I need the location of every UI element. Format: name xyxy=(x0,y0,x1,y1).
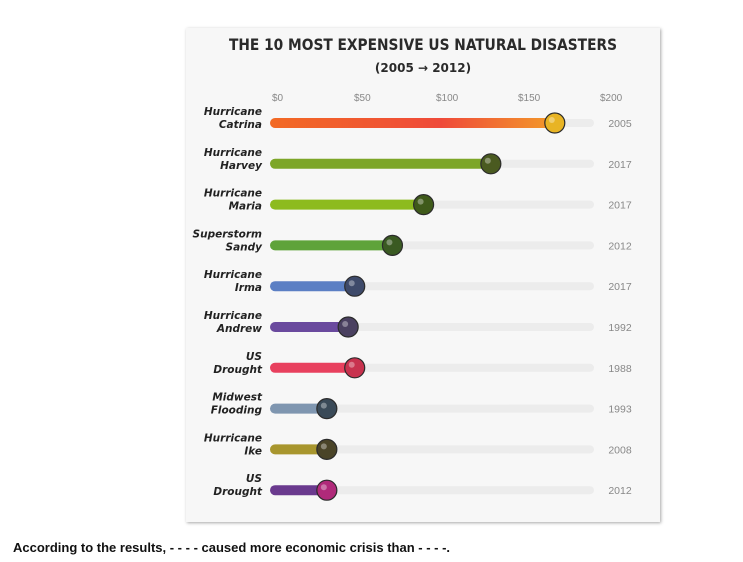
bar-end-dot-highlight xyxy=(320,402,327,409)
x-tick-label: $50 xyxy=(354,93,371,104)
x-tick-label: $150 xyxy=(518,93,541,104)
question-text: According to the results, - - - - caused… xyxy=(13,540,451,555)
category-label-line1: Hurricane xyxy=(204,147,262,159)
category-label-line2: Drought xyxy=(213,486,263,498)
year-label: 2017 xyxy=(608,281,632,293)
bar xyxy=(270,322,349,332)
bar-end-dot xyxy=(316,398,338,420)
bar xyxy=(270,403,327,414)
category-label-line1: Superstorm xyxy=(193,228,263,240)
chart: THE 10 MOST EXPENSIVE US NATURAL DISASTE… xyxy=(193,35,632,501)
category-label-line1: Hurricane xyxy=(204,269,262,281)
category-label-line2: Drought xyxy=(213,364,263,376)
year-label: 1992 xyxy=(608,322,632,334)
bar-track xyxy=(276,445,594,454)
chart-title: THE 10 MOST EXPENSIVE US NATURAL DISASTE… xyxy=(229,35,617,54)
year-label: 2012 xyxy=(608,485,632,497)
bar xyxy=(270,240,393,251)
bar-end-dot-highlight xyxy=(548,117,555,123)
category-label-line1: Hurricane xyxy=(204,106,262,118)
category-label-line1: Hurricane xyxy=(204,432,262,444)
category-label-line2: Ike xyxy=(244,445,262,457)
category-label-line1: US xyxy=(246,473,262,485)
x-tick-label: $100 xyxy=(436,93,459,104)
bar-end-dot xyxy=(480,153,502,175)
bar-end-dot-highlight xyxy=(342,321,349,327)
bar-end-dot-highlight xyxy=(320,484,327,491)
bar-end-dot xyxy=(316,479,338,501)
category-label-line2: Flooding xyxy=(211,405,263,417)
bar-track xyxy=(276,486,594,495)
bar xyxy=(270,158,491,169)
category-label-line1: Hurricane xyxy=(204,310,262,322)
bar-end-dot-highlight xyxy=(348,361,355,368)
bar-end-dot xyxy=(544,112,566,134)
bar-end-dot-highlight xyxy=(386,239,393,246)
bar xyxy=(270,281,355,292)
bar xyxy=(270,485,327,496)
x-tick-label: $200 xyxy=(600,93,623,104)
bar-end-dot xyxy=(337,316,359,338)
year-label: 2005 xyxy=(608,118,632,130)
bar-end-dot xyxy=(381,234,404,256)
year-label: 2012 xyxy=(608,240,632,252)
bar-end-dot-highlight xyxy=(417,198,424,205)
chart-card: THE 10 MOST EXPENSIVE US NATURAL DISASTE… xyxy=(186,28,660,522)
year-label: 2017 xyxy=(608,200,632,212)
year-label: 2017 xyxy=(608,159,632,171)
bar-end-dot-highlight xyxy=(348,280,355,287)
year-label: 1993 xyxy=(608,404,632,416)
category-label-line2: Catrina xyxy=(219,119,262,131)
bar-end-dot xyxy=(344,357,366,379)
bar xyxy=(270,199,424,210)
category-label-line1: US xyxy=(246,351,262,363)
year-label: 2008 xyxy=(608,444,632,456)
category-label-line2: Andrew xyxy=(216,323,262,335)
category-label-line1: Midwest xyxy=(212,392,263,404)
category-label-line2: Sandy xyxy=(226,241,264,253)
bar xyxy=(270,362,355,373)
year-label: 1988 xyxy=(608,363,632,375)
category-label-line2: Maria xyxy=(229,201,262,213)
bar-end-dot xyxy=(413,194,435,216)
bar-end-dot xyxy=(344,275,366,297)
x-tick-label: $0 xyxy=(272,93,284,104)
bar xyxy=(270,444,327,455)
chart-subtitle: (2005 → 2012) xyxy=(375,61,471,75)
bar-end-dot-highlight xyxy=(484,157,491,164)
bar-end-dot xyxy=(316,438,338,460)
bar-track xyxy=(276,404,594,413)
category-label-line2: Harvey xyxy=(220,160,263,172)
category-label-line1: Hurricane xyxy=(204,188,262,200)
bar xyxy=(270,118,555,128)
bar-end-dot-highlight xyxy=(320,443,327,450)
category-label-line2: Irma xyxy=(235,282,262,294)
